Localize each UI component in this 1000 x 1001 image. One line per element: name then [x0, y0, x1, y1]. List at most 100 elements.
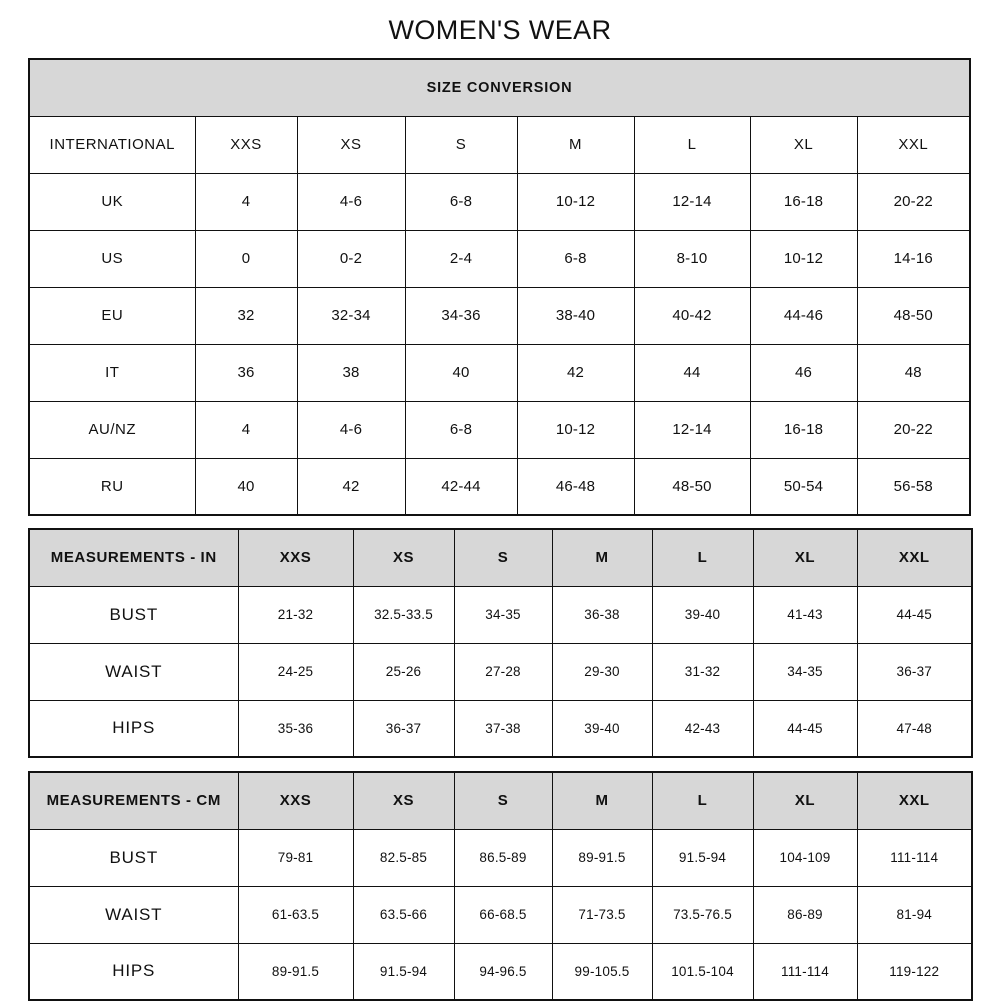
column-header-xs: XS	[352, 528, 455, 587]
cell-value: 48-50	[856, 286, 971, 345]
row-label: BUST	[28, 828, 239, 887]
column-header-xxs: XXS	[237, 771, 354, 830]
column-header-xl: XL	[752, 528, 858, 587]
cell-value: 101.5-104	[651, 942, 754, 1001]
cell-value: 86.5-89	[453, 828, 553, 887]
row-label: WAIST	[28, 885, 239, 944]
column-header-xl: XL	[749, 115, 858, 174]
cell-value: 21-32	[237, 585, 354, 644]
row-label: AU/NZ	[28, 400, 196, 459]
cell-value: 31-32	[651, 642, 754, 701]
table-row: BUST 79-81 82.5-85 86.5-89 89-91.5 91.5-94 104…	[28, 828, 973, 887]
table-row: AU/NZ 4 4-6 6-8 10-12 12-14 16-18 20-22	[28, 400, 971, 459]
column-header-xxs: XXS	[194, 115, 298, 174]
cell-value: 44	[633, 343, 751, 402]
cell-value: 86-89	[752, 885, 858, 944]
cell-value: 89-91.5	[237, 942, 354, 1001]
column-header-international: INTERNATIONAL	[28, 115, 196, 174]
cell-value: 63.5-66	[352, 885, 455, 944]
cell-value: 35-36	[237, 699, 354, 758]
cell-value: 32.5-33.5	[352, 585, 455, 644]
cell-value: 36-37	[352, 699, 455, 758]
size-conversion-table: SIZE CONVERSION INTERNATIONAL XXS XS S M L XL XX…	[28, 58, 971, 516]
cell-value: 104-109	[752, 828, 858, 887]
cell-value: 12-14	[633, 172, 751, 231]
size-conversion-banner: SIZE CONVERSION	[28, 58, 971, 117]
cell-value: 4-6	[296, 172, 406, 231]
cell-value: 39-40	[551, 699, 653, 758]
measurements-in-table: MEASUREMENTS - IN XXS XS S M L XL XXL BUST 21-32…	[28, 528, 973, 758]
cell-value: 10-12	[516, 172, 635, 231]
row-label: WAIST	[28, 642, 239, 701]
cell-value: 46-48	[516, 457, 635, 516]
cell-value: 40-42	[633, 286, 751, 345]
row-label: UK	[28, 172, 196, 231]
page-title: WOMEN'S WEAR	[388, 15, 612, 45]
cell-value: 32	[194, 286, 298, 345]
cell-value: 38	[296, 343, 406, 402]
table-row: UK 4 4-6 6-8 10-12 12-14 16-18 20-22	[28, 172, 971, 231]
table-gap-2	[0, 758, 1000, 771]
measurements-in-table-wrap: MEASUREMENTS - IN XXS XS S M L XL XXL BUST 21-32…	[28, 528, 973, 758]
row-label: EU	[28, 286, 196, 345]
table-gap-1	[0, 516, 1000, 528]
size-conversion-header-row: INTERNATIONAL XXS XS S M L XL XXL	[28, 115, 971, 174]
column-header-s: S	[404, 115, 518, 174]
cell-value: 40	[194, 457, 298, 516]
column-header-l: L	[633, 115, 751, 174]
cell-value: 89-91.5	[551, 828, 653, 887]
cell-value: 91.5-94	[352, 942, 455, 1001]
cell-value: 10-12	[749, 229, 858, 288]
row-label: IT	[28, 343, 196, 402]
cell-value: 36-37	[856, 642, 973, 701]
cell-value: 47-48	[856, 699, 973, 758]
cell-value: 73.5-76.5	[651, 885, 754, 944]
cell-value: 44-45	[752, 699, 858, 758]
measurements-cm-table-wrap: MEASUREMENTS - CM XXS XS S M L XL XXL BUST 79-81…	[28, 771, 973, 1001]
cell-value: 48	[856, 343, 971, 402]
cell-value: 79-81	[237, 828, 354, 887]
cell-value: 81-94	[856, 885, 973, 944]
cell-value: 111-114	[752, 942, 858, 1001]
column-header-xxs: XXS	[237, 528, 354, 587]
column-header-xxl: XXL	[856, 528, 973, 587]
column-header-l: L	[651, 528, 754, 587]
cell-value: 34-36	[404, 286, 518, 345]
cell-value: 44-46	[749, 286, 858, 345]
cell-value: 42-44	[404, 457, 518, 516]
column-header-xxl: XXL	[856, 771, 973, 830]
cell-value: 119-122	[856, 942, 973, 1001]
cell-value: 6-8	[404, 172, 518, 231]
row-label: BUST	[28, 585, 239, 644]
cell-value: 39-40	[651, 585, 754, 644]
size-conversion-banner-row: SIZE CONVERSION	[28, 58, 971, 117]
cell-value: 20-22	[856, 400, 971, 459]
table-row: BUST 21-32 32.5-33.5 34-35 36-38 39-40 41-43 44…	[28, 585, 973, 644]
column-header-s: S	[453, 771, 553, 830]
table-row: IT 36 38 40 42 44 46 48	[28, 343, 971, 402]
cell-value: 56-58	[856, 457, 971, 516]
cell-value: 27-28	[453, 642, 553, 701]
cell-value: 61-63.5	[237, 885, 354, 944]
cell-value: 6-8	[516, 229, 635, 288]
column-header-l: L	[651, 771, 754, 830]
cell-value: 48-50	[633, 457, 751, 516]
cell-value: 71-73.5	[551, 885, 653, 944]
cell-value: 34-35	[453, 585, 553, 644]
cell-value: 34-35	[752, 642, 858, 701]
cell-value: 41-43	[752, 585, 858, 644]
cell-value: 36	[194, 343, 298, 402]
row-label: HIPS	[28, 699, 239, 758]
cell-value: 38-40	[516, 286, 635, 345]
cell-value: 4	[194, 172, 298, 231]
cell-value: 0-2	[296, 229, 406, 288]
table-row: WAIST 61-63.5 63.5-66 66-68.5 71-73.5 73.5-76…	[28, 885, 973, 944]
cell-value: 37-38	[453, 699, 553, 758]
size-conversion-table-wrap: SIZE CONVERSION INTERNATIONAL XXS XS S M L XL XX…	[28, 58, 972, 516]
row-label: US	[28, 229, 196, 288]
cell-value: 8-10	[633, 229, 751, 288]
table-row: HIPS 35-36 36-37 37-38 39-40 42-43 44-45 47-48	[28, 699, 973, 758]
cell-value: 16-18	[749, 172, 858, 231]
column-header-m: M	[551, 771, 653, 830]
